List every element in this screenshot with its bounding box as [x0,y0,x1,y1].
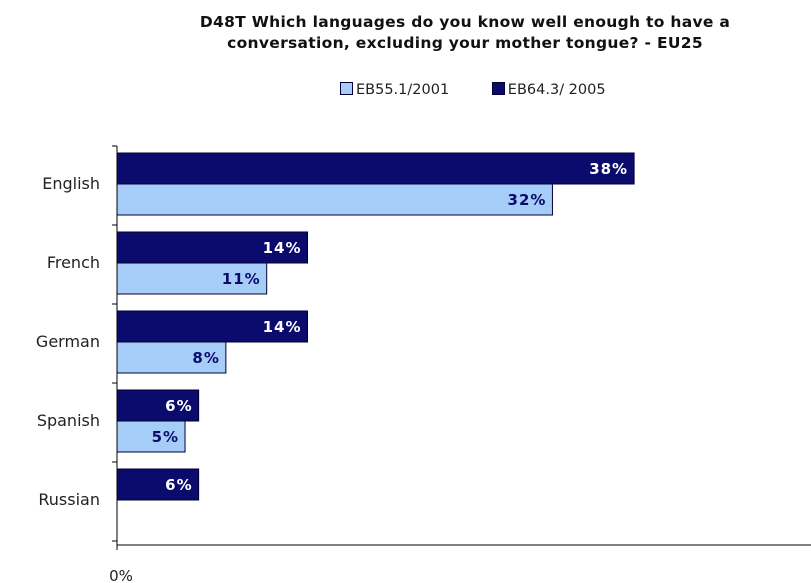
chart-legend: EB55.1/2001 EB64.3/ 2005 [340,82,644,98]
bar-spanish-eb64-3-2005 [116,389,200,422]
legend-label-2005: EB64.3/ 2005 [507,82,606,98]
data-label-spanish-eb55-1-2001: 5% [152,428,179,446]
category-label-english: English [42,174,100,193]
data-label-spanish-eb64-3-2005: 6% [165,397,192,415]
data-label-german-eb55-1-2001: 8% [192,349,219,367]
bar-russian-eb64-3-2005 [116,468,200,501]
data-label-french-eb64-3-2005: 14% [263,239,302,257]
data-label-russian-eb64-3-2005: 6% [165,476,192,494]
data-label-english-eb64-3-2005: 38% [589,160,628,178]
data-label-english-eb55-1-2001: 32% [508,191,547,209]
data-label-german-eb64-3-2005: 14% [263,318,302,336]
bar-spanish-eb55-1-2001 [116,420,186,453]
category-label-spanish: Spanish [37,411,100,430]
chart-title-line-2: conversation, excluding your mother tong… [227,34,703,52]
bar-french-eb64-3-2005 [116,231,309,264]
category-label-russian: Russian [38,490,100,509]
data-label-french-eb55-1-2001: 11% [222,270,261,288]
labels-layer: 0%English38%32%French14%11%German14%8%Sp… [36,160,628,583]
bars-layer [116,152,635,501]
chart-title: D48T Which languages do you know well en… [105,12,811,54]
axes-layer [112,145,811,550]
category-label-french: French [47,253,100,272]
category-label-german: German [36,332,100,351]
chart-title-line-1: D48T Which languages do you know well en… [199,13,731,31]
legend-swatch-2005 [491,82,505,95]
legend-item-2005: EB64.3/ 2005 [491,82,606,98]
legend-swatch-2001 [340,82,353,95]
bar-english-eb55-1-2001 [116,183,553,216]
legend-label-2001: EB55.1/2001 [356,82,450,98]
bar-english-eb64-3-2005 [116,152,635,185]
x-tick-label: 0% [109,567,133,583]
legend-item-2001: EB55.1/2001 [340,82,449,98]
